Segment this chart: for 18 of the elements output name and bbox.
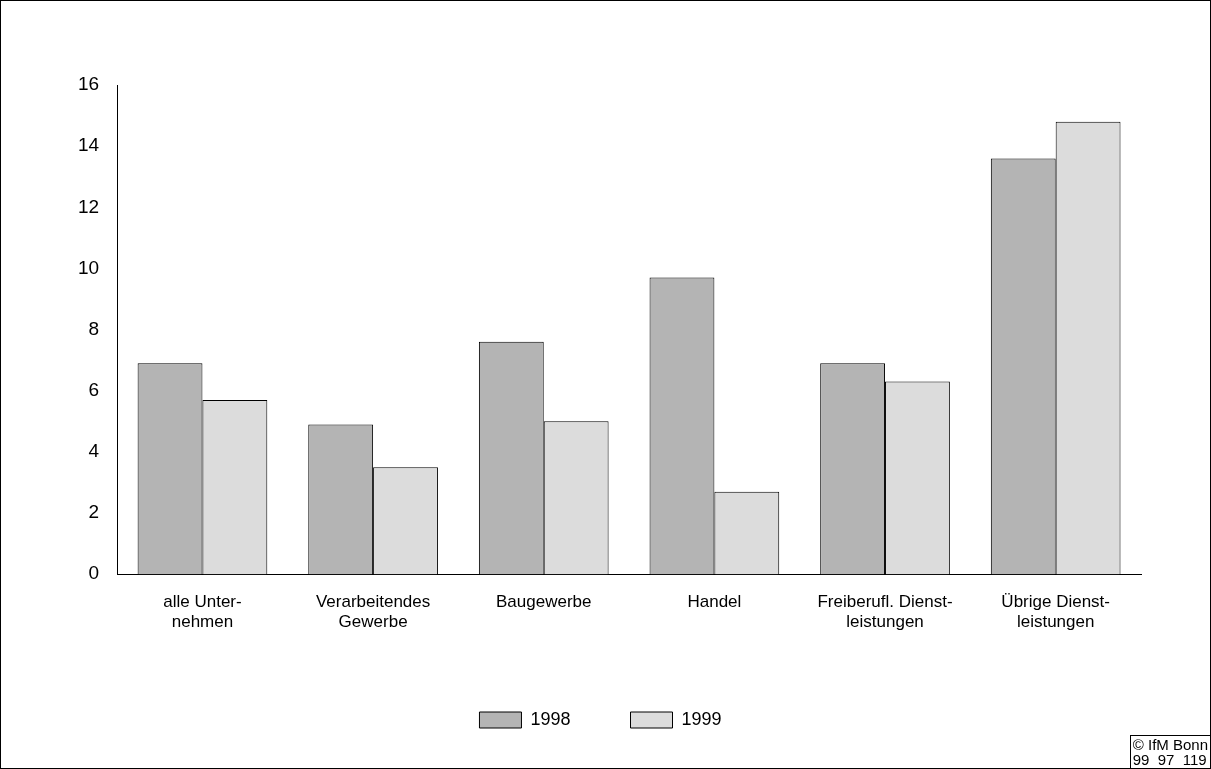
- legend-label: 1999: [681, 708, 722, 729]
- y-tick-label: 4: [88, 440, 100, 462]
- x-tick-label: alle Unter- nehmen: [163, 592, 242, 632]
- y-tick-label: 16: [77, 73, 100, 95]
- x-tick-label: Freiberufl. Dienst- leistungen: [817, 592, 953, 632]
- y-tick-label: 6: [88, 378, 100, 400]
- x-tick-label: Übrige Dienst- leistungen: [1001, 592, 1111, 632]
- x-tick-label: Verarbeitendes Gewerbe: [315, 592, 431, 632]
- text: © IfM Bonn 99 97 119: [1129, 735, 1211, 769]
- x-tick-label: Baugewerbe: [496, 592, 592, 612]
- y-tick-label: 2: [88, 501, 100, 523]
- y-tick-label: 14: [77, 134, 100, 156]
- x-tick-label: Handel: [687, 592, 742, 612]
- y-tick-label: 0: [88, 562, 100, 584]
- y-tick-label: 10: [77, 256, 100, 278]
- y-tick-label: 8: [88, 317, 100, 339]
- legend-label: 1998: [530, 708, 571, 729]
- y-tick-label: 12: [77, 195, 100, 217]
